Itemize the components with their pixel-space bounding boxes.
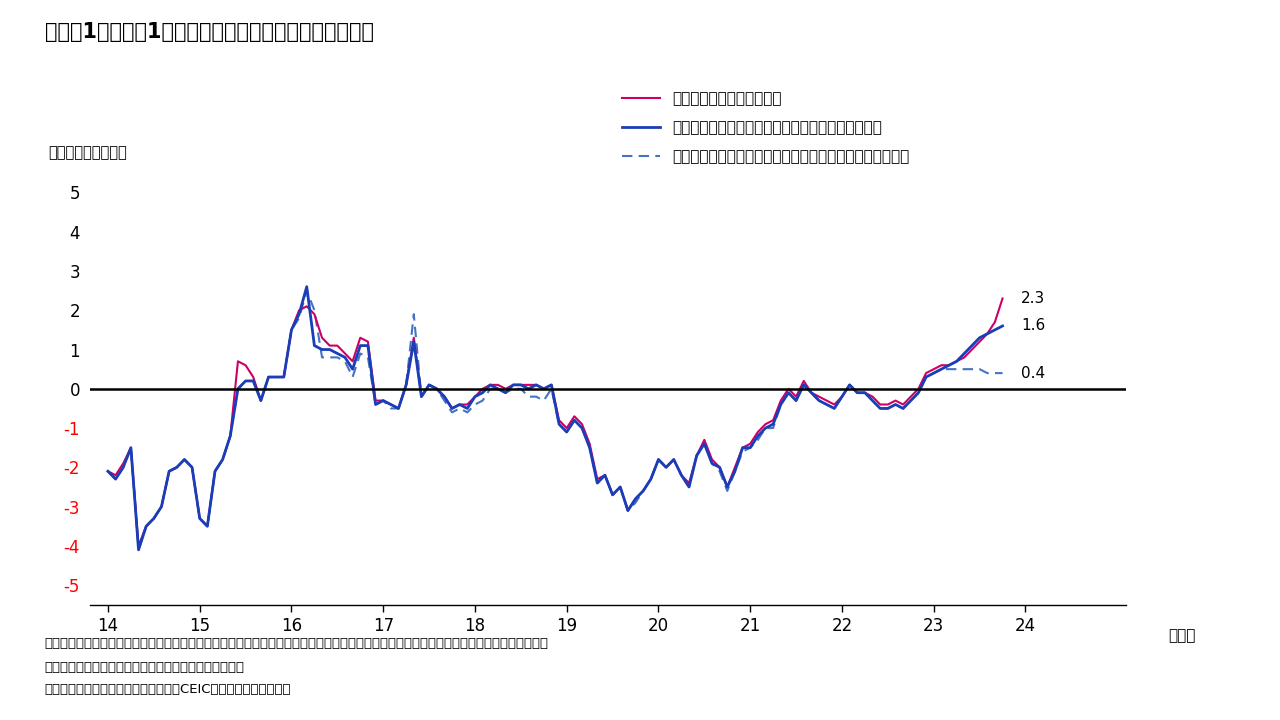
Text: 0.4: 0.4: [1021, 366, 1044, 381]
Text: （注）試算値は、共通事業所ベースであり、毎月勤労統計より実質総賃金の伸び率を算出したうえで、労働力調査による雇用者数の伸び率を: （注）試算値は、共通事業所ベースであり、毎月勤労統計より実質総賃金の伸び率を算出…: [45, 637, 549, 650]
Text: （前年同月比、％）: （前年同月比、％）: [49, 145, 127, 160]
Text: （年）: （年）: [1167, 629, 1196, 644]
Text: 2.3: 2.3: [1021, 291, 1046, 306]
Text: （図表1）日本：1人あたり実質平均賃金増加率の試算値: （図表1）日本：1人あたり実質平均賃金増加率の試算値: [45, 22, 374, 42]
Text: 1.6: 1.6: [1021, 318, 1046, 333]
Text: （出所）毎月勤労統計や労働力調査、CEICからインベスコが試算: （出所）毎月勤労統計や労働力調査、CEICからインベスコが試算: [45, 683, 292, 696]
Text: 使用して１人あたり平均賃金の伸び率を算出したもの。: 使用して１人あたり平均賃金の伸び率を算出したもの。: [45, 661, 244, 674]
Legend: １人あたり実質賃金試算値, １人あたり実質賃金（公表値、共通事業所ベース）, １人あたり実質賃金（公表値、共通事業所でないベース）: １人あたり実質賃金試算値, １人あたり実質賃金（公表値、共通事業所ベース）, １…: [616, 86, 915, 170]
